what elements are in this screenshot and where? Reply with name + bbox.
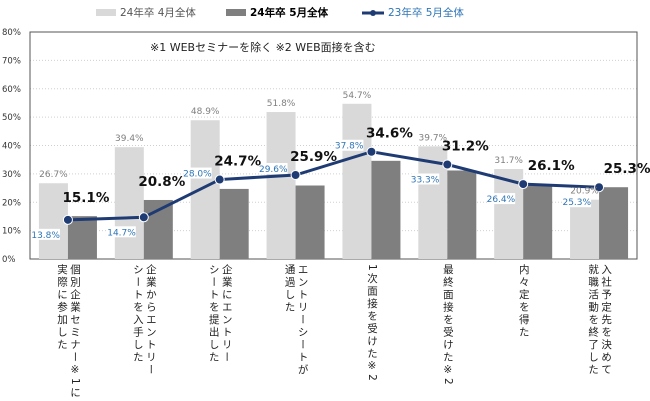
- data-label-apr24: 26.7%: [39, 170, 68, 180]
- point-may23: [214, 174, 225, 185]
- chart-note: ※1 WEBセミナーを除く ※2 WEB面接を含む: [150, 41, 376, 54]
- bar-may24: [295, 185, 325, 259]
- x-tick-label: 1次面接を受けた※2: [365, 264, 378, 383]
- legend-swatch: [96, 9, 116, 16]
- bar-may24: [67, 216, 97, 259]
- plot-border: [29, 31, 638, 260]
- data-label-may24: 25.9%: [290, 149, 337, 165]
- data-label-bg: [563, 196, 592, 208]
- bar-may24: [219, 188, 249, 259]
- x-tick-label: 企業にエントリー シートを提出した: [207, 264, 233, 364]
- x-tick-label: 企業からエントリー シートを入手した: [131, 264, 157, 377]
- data-label-may23: 14.7%: [107, 228, 136, 238]
- legend-item-may23: 23年卒 5月全体: [362, 5, 464, 20]
- data-label-may23: 13.8%: [31, 231, 60, 241]
- data-label-may23: 26.4%: [487, 195, 516, 205]
- data-label-apr24: 51.8%: [267, 99, 296, 109]
- data-label-bg: [335, 139, 364, 151]
- data-label-bg: [183, 167, 212, 179]
- legend-line-swatch: [362, 9, 384, 16]
- point-may23: [138, 212, 149, 223]
- x-tick-label: 個別企業セミナー※1に 実際に参加した: [55, 264, 81, 400]
- x-tick-label: 最終面接を受けた※2: [441, 264, 454, 387]
- point-may23: [62, 214, 73, 225]
- y-tick-label: 70%: [2, 56, 21, 66]
- bar-may24: [371, 160, 401, 259]
- data-label-may24: 24.7%: [214, 154, 261, 170]
- point-may23: [290, 170, 301, 181]
- bar-apr24: [570, 199, 600, 259]
- data-label-apr24: 20.9%: [570, 187, 599, 197]
- x-tick-label: 入社予定先を決めて 就職活動を終了した: [587, 264, 613, 377]
- data-label-may23: 33.3%: [411, 176, 440, 186]
- data-label-apr24: 39.7%: [419, 133, 448, 143]
- legend-swatch: [226, 9, 246, 16]
- point-may23: [518, 179, 529, 190]
- data-label-may24: 31.2%: [442, 139, 489, 155]
- bar-may24: [599, 187, 629, 259]
- data-label-may23: 37.8%: [335, 142, 364, 152]
- data-label-may23: 28.0%: [183, 170, 212, 180]
- y-tick-label: 40%: [2, 142, 21, 152]
- bar-apr24: [266, 112, 296, 259]
- y-tick-label: 10%: [2, 227, 21, 237]
- legend-label: 24年卒 4月全体: [120, 7, 196, 19]
- legend-item-apr24: 24年卒 4月全体: [96, 5, 196, 20]
- bar-may24: [447, 170, 477, 259]
- bar-apr24: [114, 147, 144, 259]
- data-label-may24: 25.3%: [604, 161, 650, 177]
- point-may23: [594, 182, 605, 193]
- data-label-apr24: 54.7%: [343, 91, 372, 101]
- data-label-apr24: 48.9%: [191, 107, 220, 117]
- data-label-may24: 15.1%: [63, 190, 110, 206]
- x-tick-label: 内々定を得た: [517, 264, 530, 339]
- legend-item-may24: 24年卒 5月全体: [226, 5, 328, 20]
- legend-label: 24年卒 5月全体: [250, 7, 329, 19]
- y-tick-label: 80%: [2, 28, 21, 38]
- bar-may24: [523, 184, 553, 259]
- x-tick-label: エントリーシートが 通過した: [283, 264, 309, 377]
- data-label-bg: [107, 226, 136, 238]
- bar-apr24: [342, 103, 372, 259]
- y-tick-label: 0%: [2, 255, 16, 265]
- bar-apr24: [190, 120, 220, 259]
- data-label-bg: [487, 193, 516, 205]
- data-label-bg: [259, 163, 288, 175]
- data-label-apr24: 39.4%: [115, 134, 144, 144]
- data-label-may23: 25.3%: [562, 198, 591, 208]
- y-tick-label: 20%: [2, 198, 21, 208]
- line-may23: [67, 150, 600, 222]
- point-may23: [366, 146, 377, 157]
- data-label-may24: 34.6%: [366, 126, 413, 142]
- data-label-may24: 26.1%: [528, 158, 575, 174]
- y-tick-label: 30%: [2, 170, 21, 180]
- data-label-may24: 20.8%: [138, 174, 185, 190]
- y-tick-label: 50%: [2, 113, 21, 123]
- point-may23: [442, 159, 453, 170]
- y-tick-label: 60%: [2, 85, 21, 95]
- data-label-may23: 29.6%: [259, 165, 288, 175]
- legend-label: 23年卒 5月全体: [388, 7, 464, 19]
- data-label-bg: [411, 173, 440, 185]
- data-label-bg: [31, 228, 60, 240]
- data-label-apr24: 31.7%: [494, 156, 523, 166]
